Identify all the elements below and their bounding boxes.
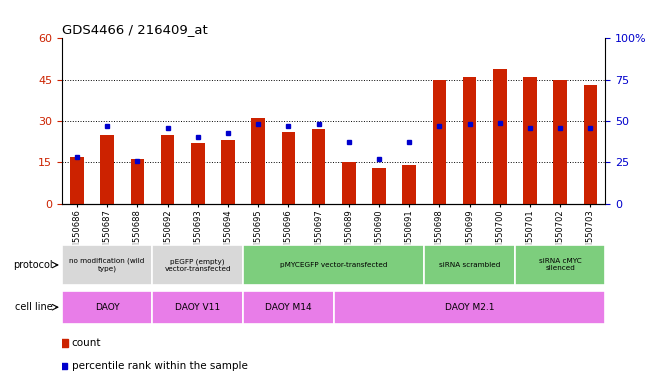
Bar <box>152 245 243 285</box>
Bar <box>251 118 265 204</box>
Text: DAOY: DAOY <box>95 303 119 312</box>
Bar <box>70 157 84 204</box>
Bar <box>221 140 235 204</box>
Text: siRNA cMYC
silenced: siRNA cMYC silenced <box>539 258 581 271</box>
Bar <box>62 291 152 324</box>
Text: count: count <box>72 338 101 348</box>
Text: protocol: protocol <box>13 260 53 270</box>
Text: pEGFP (empty)
vector-transfected: pEGFP (empty) vector-transfected <box>165 258 231 272</box>
Bar <box>100 135 114 204</box>
Bar <box>432 79 446 204</box>
Bar <box>62 245 152 285</box>
Text: pMYCEGFP vector-transfected: pMYCEGFP vector-transfected <box>280 262 387 268</box>
Text: siRNA scrambled: siRNA scrambled <box>439 262 500 268</box>
Text: GDS4466 / 216409_at: GDS4466 / 216409_at <box>62 23 208 36</box>
Bar <box>553 79 567 204</box>
Bar <box>131 159 144 204</box>
Bar <box>342 162 355 204</box>
Text: cell line: cell line <box>15 302 53 312</box>
Bar <box>515 245 605 285</box>
Bar <box>583 85 597 204</box>
Text: DAOY V11: DAOY V11 <box>175 303 220 312</box>
Bar <box>281 132 295 204</box>
Bar <box>312 129 326 204</box>
Bar <box>191 143 204 204</box>
Bar <box>463 77 477 204</box>
Bar <box>372 168 386 204</box>
Bar <box>493 69 506 204</box>
Bar <box>523 77 536 204</box>
Bar <box>152 291 243 324</box>
Bar <box>243 291 333 324</box>
Bar <box>402 165 416 204</box>
Bar <box>333 291 605 324</box>
Bar <box>424 245 515 285</box>
Text: percentile rank within the sample: percentile rank within the sample <box>72 361 247 371</box>
Bar <box>243 245 424 285</box>
Text: no modification (wild
type): no modification (wild type) <box>70 258 145 272</box>
Text: DAOY M14: DAOY M14 <box>265 303 312 312</box>
Text: DAOY M2.1: DAOY M2.1 <box>445 303 494 312</box>
Bar <box>161 135 174 204</box>
